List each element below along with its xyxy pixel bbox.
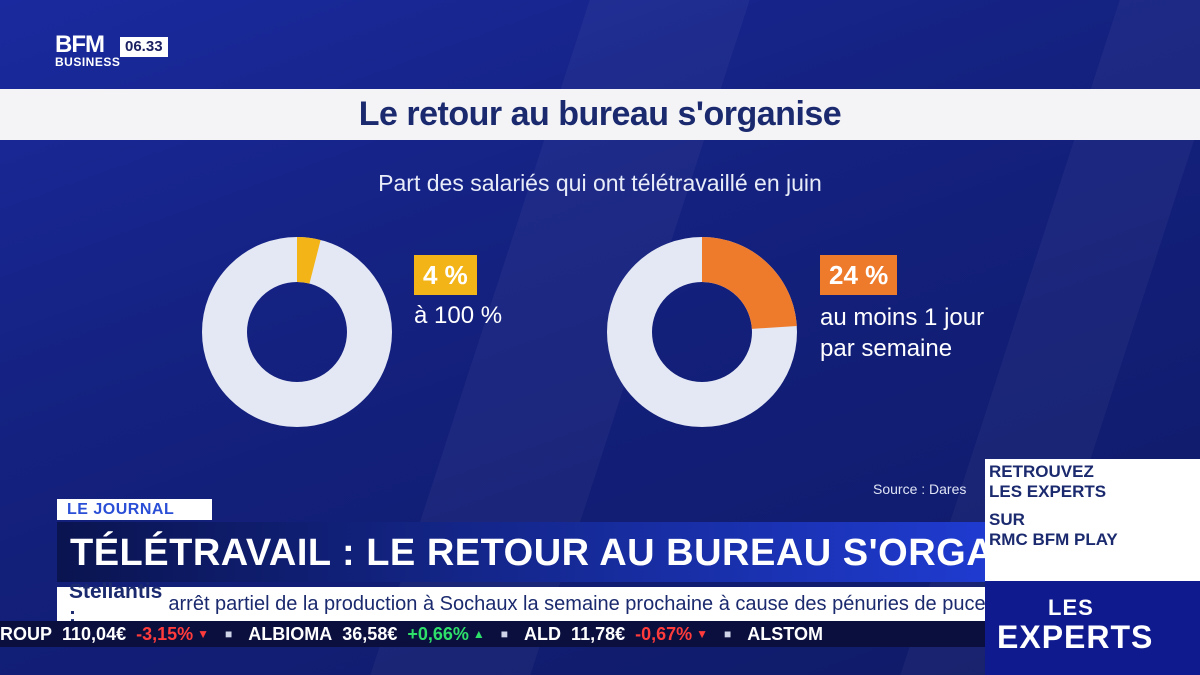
- separator-icon: ■: [225, 627, 233, 641]
- label-full-remote: à 100 %: [414, 300, 502, 331]
- promo-panel: RETROUVEZ LES EXPERTS SUR RMC BFM PLAY: [985, 459, 1200, 581]
- stock-name: ALBIOMA: [248, 623, 333, 644]
- stock-name: ALSTOM: [747, 623, 823, 644]
- stock-item: ALSTOM: [747, 624, 833, 645]
- graphic-title: Le retour au bureau s'organise: [358, 95, 842, 133]
- donut-slice-highlight: [297, 237, 321, 284]
- graphic-title-band: Le retour au bureau s'organise: [0, 89, 1200, 140]
- arrow-up-icon: ▲: [472, 627, 485, 641]
- donut-slice-highlight: [702, 237, 797, 329]
- logo-business: BUSINESS: [55, 55, 121, 69]
- stock-item: ALD 11,78€ -0,67% ▼: [524, 624, 708, 645]
- stock-price: 11,78€: [571, 623, 626, 644]
- channel-logo: BFM BUSINESS: [55, 31, 121, 69]
- stock-item: ROUP 110,04€ -3,15% ▼: [0, 624, 209, 645]
- separator-icon: ■: [500, 627, 509, 641]
- percent-badge-one-day: 24 %: [820, 255, 898, 295]
- stock-price: 36,58€: [342, 623, 398, 644]
- arrow-down-icon: ▼: [197, 627, 210, 641]
- logo-bfm: BFM: [55, 31, 105, 58]
- label-line: par semaine: [820, 335, 953, 362]
- label-one-day: au moins 1 jour par semaine: [820, 302, 984, 364]
- headline: TÉLÉTRAVAIL : LE RETOUR AU BUREAU S'ORGA…: [70, 532, 1085, 574]
- stock-change: +0,66%: [407, 623, 469, 644]
- news-text: arrêt partiel de la production à Sochaux…: [168, 592, 1002, 615]
- donut-chart-full-remote: [202, 237, 392, 427]
- label-line: à 100 %: [414, 302, 503, 329]
- graphic-subtitle: Part des salariés qui ont télétravaillé …: [378, 170, 822, 196]
- promo-line: RMC BFM PLAY: [989, 530, 1118, 549]
- show-logo: LES EXPERTS: [985, 581, 1200, 675]
- percent-badge-full-remote: 4 %: [414, 255, 477, 295]
- stock-price: 110,04€: [62, 623, 127, 644]
- section-tag: LE JOURNAL: [57, 499, 212, 520]
- show-logo-line: EXPERTS: [997, 619, 1154, 655]
- stock-change: -3,15%: [136, 623, 194, 644]
- news-ticker: Stellantis : arrêt partiel de la product…: [57, 580, 1001, 627]
- stock-item: ALBIOMA 36,58€ +0,66% ▲: [248, 624, 485, 645]
- source-note: Source : Dares: [873, 481, 967, 497]
- stock-change: -0,67%: [635, 623, 693, 644]
- news-keyword: Stellantis :: [69, 580, 163, 627]
- arrow-down-icon: ▼: [696, 627, 709, 641]
- promo-line: LES EXPERTS: [989, 482, 1107, 501]
- clock: 06.33: [120, 37, 168, 57]
- separator-icon: ■: [724, 627, 732, 641]
- show-logo-line: LES: [1048, 595, 1094, 620]
- headline-bar: [57, 522, 985, 582]
- promo-line: SUR: [989, 510, 1025, 529]
- label-line: au moins 1 jour: [820, 304, 985, 331]
- stock-name: ALD: [524, 623, 562, 644]
- stock-name: ROUP: [0, 623, 53, 644]
- promo-line: RETROUVEZ: [989, 462, 1094, 481]
- donut-chart-one-day: [607, 237, 797, 427]
- stock-ticker: ROUP 110,04€ -3,15% ▼ ■ ALBIOMA 36,58€ +0,66% ▲ ■…: [0, 621, 985, 647]
